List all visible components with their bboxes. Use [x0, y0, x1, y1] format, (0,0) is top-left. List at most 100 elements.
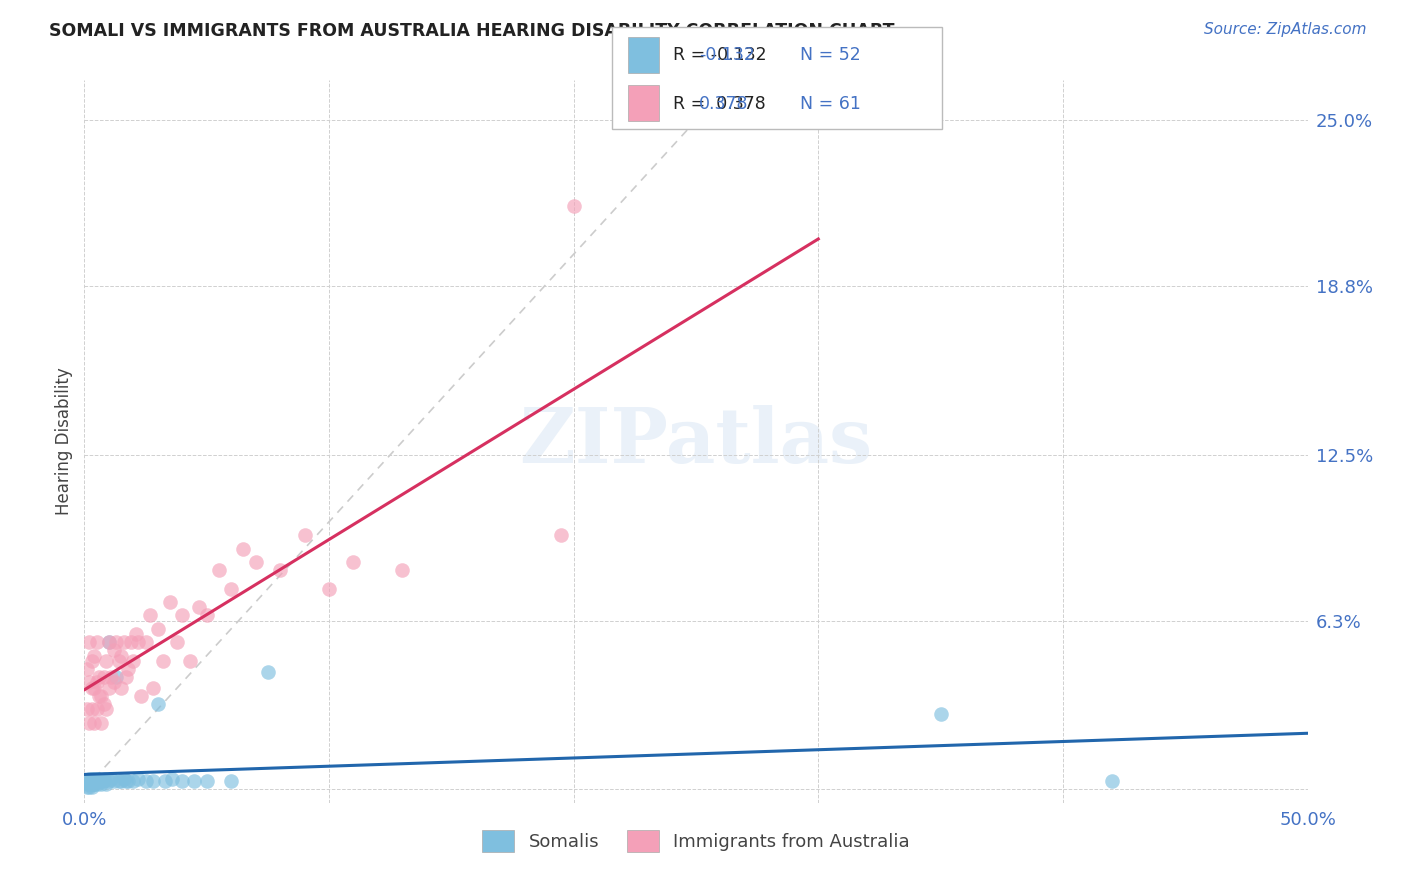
- Point: [1101, 774, 1123, 789]
- Point: [80, 772, 103, 786]
- Point: [77, 675, 100, 690]
- Point: [100, 670, 122, 684]
- Point: [97, 635, 120, 649]
- Point: [115, 670, 138, 684]
- Point: [219, 774, 242, 789]
- Point: [179, 654, 201, 668]
- Point: [86, 635, 108, 649]
- Point: [96, 777, 118, 791]
- Point: [159, 595, 181, 609]
- Point: [96, 654, 118, 668]
- Point: [80, 774, 103, 789]
- Text: -0.132: -0.132: [699, 46, 755, 64]
- Point: [183, 774, 205, 789]
- Point: [103, 643, 125, 657]
- Point: [77, 635, 100, 649]
- Text: N = 52: N = 52: [800, 46, 860, 64]
- Point: [86, 675, 108, 690]
- Point: [93, 772, 115, 786]
- Point: [550, 528, 572, 542]
- Point: [86, 774, 108, 789]
- Point: [83, 648, 105, 663]
- Point: [152, 654, 174, 668]
- Point: [90, 777, 112, 791]
- Point: [76, 774, 98, 789]
- Point: [77, 772, 100, 786]
- Point: [90, 715, 112, 730]
- Point: [110, 648, 132, 663]
- Point: [97, 635, 120, 649]
- Point: [80, 777, 103, 791]
- Point: [112, 635, 135, 649]
- Point: [86, 702, 108, 716]
- Point: [112, 772, 135, 786]
- Text: R = -0.132: R = -0.132: [673, 46, 768, 64]
- Point: [122, 774, 145, 789]
- Point: [135, 774, 157, 789]
- Point: [76, 662, 98, 676]
- Point: [139, 608, 162, 623]
- Point: [110, 774, 132, 789]
- Text: Source: ZipAtlas.com: Source: ZipAtlas.com: [1204, 22, 1367, 37]
- Point: [93, 774, 115, 789]
- Point: [107, 774, 129, 789]
- Point: [97, 681, 120, 695]
- Point: [146, 697, 169, 711]
- Point: [90, 689, 112, 703]
- Point: [83, 772, 105, 786]
- Point: [562, 199, 585, 213]
- Point: [80, 777, 103, 791]
- Point: [142, 681, 165, 695]
- Point: [117, 662, 139, 676]
- Point: [87, 670, 110, 684]
- Point: [110, 681, 132, 695]
- Point: [90, 774, 112, 789]
- Point: [103, 675, 125, 690]
- Point: [105, 635, 128, 649]
- Point: [86, 772, 108, 786]
- Point: [125, 627, 148, 641]
- Point: [77, 774, 100, 789]
- Point: [257, 665, 280, 679]
- Point: [80, 681, 103, 695]
- Point: [83, 681, 105, 695]
- Point: [117, 774, 139, 789]
- Point: [83, 774, 105, 789]
- Point: [245, 555, 267, 569]
- Point: [188, 600, 211, 615]
- Point: [83, 777, 105, 791]
- Point: [105, 670, 128, 684]
- Point: [135, 635, 157, 649]
- Text: SOMALI VS IMMIGRANTS FROM AUSTRALIA HEARING DISABILITY CORRELATION CHART: SOMALI VS IMMIGRANTS FROM AUSTRALIA HEAR…: [49, 22, 894, 40]
- Point: [93, 697, 115, 711]
- Point: [146, 622, 169, 636]
- Point: [77, 715, 100, 730]
- Point: [87, 772, 110, 786]
- Point: [166, 635, 188, 649]
- Point: [120, 635, 142, 649]
- Point: [162, 772, 184, 786]
- Point: [80, 702, 103, 716]
- Point: [87, 689, 110, 703]
- Point: [208, 563, 231, 577]
- Point: [86, 774, 108, 789]
- Point: [318, 582, 340, 596]
- Point: [80, 654, 103, 668]
- Text: R =  0.378: R = 0.378: [673, 95, 766, 112]
- Point: [294, 528, 316, 542]
- Text: N = 61: N = 61: [800, 95, 860, 112]
- Point: [172, 774, 194, 789]
- Point: [83, 774, 105, 789]
- Point: [195, 774, 218, 789]
- Text: 0.378: 0.378: [699, 95, 748, 112]
- Point: [127, 772, 149, 786]
- Point: [86, 777, 108, 791]
- Point: [83, 715, 105, 730]
- Point: [83, 777, 105, 791]
- Point: [269, 563, 291, 577]
- Point: [391, 563, 413, 577]
- Point: [127, 635, 149, 649]
- Point: [77, 777, 100, 791]
- Point: [77, 780, 100, 794]
- Point: [153, 774, 176, 789]
